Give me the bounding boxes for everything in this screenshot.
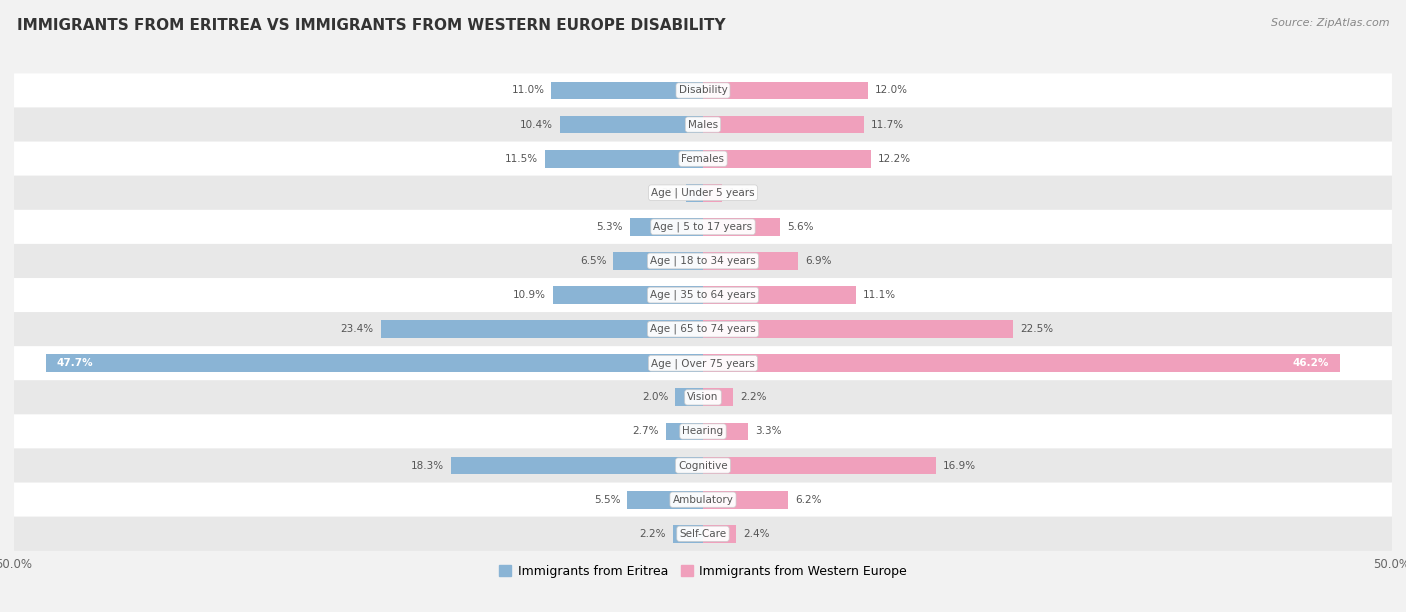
Bar <box>544 150 703 168</box>
Text: 12.0%: 12.0% <box>875 86 908 95</box>
Bar <box>703 252 799 270</box>
Bar <box>703 116 865 133</box>
Legend: Immigrants from Eritrea, Immigrants from Western Europe: Immigrants from Eritrea, Immigrants from… <box>494 560 912 583</box>
Text: 11.1%: 11.1% <box>863 290 896 300</box>
Text: 12.2%: 12.2% <box>877 154 911 163</box>
FancyBboxPatch shape <box>14 176 1392 210</box>
Text: 5.3%: 5.3% <box>596 222 623 232</box>
Bar <box>703 354 1340 372</box>
Bar <box>686 184 703 201</box>
Bar <box>613 252 703 270</box>
Bar <box>675 389 703 406</box>
Bar <box>703 218 780 236</box>
Text: 6.5%: 6.5% <box>581 256 606 266</box>
Bar <box>672 525 703 543</box>
Bar <box>703 81 869 99</box>
Text: 22.5%: 22.5% <box>1019 324 1053 334</box>
Bar <box>627 491 703 509</box>
Bar <box>553 286 703 304</box>
Text: 11.5%: 11.5% <box>505 154 537 163</box>
Bar <box>703 286 856 304</box>
Text: 46.2%: 46.2% <box>1292 358 1329 368</box>
Bar <box>703 491 789 509</box>
Text: Ambulatory: Ambulatory <box>672 494 734 505</box>
Text: 6.9%: 6.9% <box>806 256 831 266</box>
Bar <box>551 81 703 99</box>
Text: Males: Males <box>688 119 718 130</box>
Text: 23.4%: 23.4% <box>340 324 374 334</box>
Text: 2.0%: 2.0% <box>643 392 669 402</box>
FancyBboxPatch shape <box>14 108 1392 141</box>
Text: Age | Under 5 years: Age | Under 5 years <box>651 187 755 198</box>
Text: Disability: Disability <box>679 86 727 95</box>
FancyBboxPatch shape <box>14 278 1392 312</box>
Text: Vision: Vision <box>688 392 718 402</box>
FancyBboxPatch shape <box>14 449 1392 483</box>
Text: Source: ZipAtlas.com: Source: ZipAtlas.com <box>1271 18 1389 28</box>
Bar <box>703 320 1012 338</box>
Bar <box>630 218 703 236</box>
FancyBboxPatch shape <box>14 73 1392 108</box>
FancyBboxPatch shape <box>14 380 1392 414</box>
Bar <box>703 457 936 474</box>
Text: 16.9%: 16.9% <box>943 461 976 471</box>
Text: Self-Care: Self-Care <box>679 529 727 539</box>
FancyBboxPatch shape <box>14 346 1392 380</box>
Text: Cognitive: Cognitive <box>678 461 728 471</box>
Text: 2.2%: 2.2% <box>740 392 766 402</box>
Text: 18.3%: 18.3% <box>411 461 444 471</box>
FancyBboxPatch shape <box>14 210 1392 244</box>
Text: 5.6%: 5.6% <box>787 222 814 232</box>
Bar <box>703 150 872 168</box>
Text: IMMIGRANTS FROM ERITREA VS IMMIGRANTS FROM WESTERN EUROPE DISABILITY: IMMIGRANTS FROM ERITREA VS IMMIGRANTS FR… <box>17 18 725 34</box>
Text: Hearing: Hearing <box>682 427 724 436</box>
Text: 6.2%: 6.2% <box>796 494 823 505</box>
Bar <box>703 423 748 440</box>
FancyBboxPatch shape <box>14 312 1392 346</box>
Bar <box>560 116 703 133</box>
FancyBboxPatch shape <box>14 141 1392 176</box>
Text: Age | 18 to 34 years: Age | 18 to 34 years <box>650 256 756 266</box>
FancyBboxPatch shape <box>14 244 1392 278</box>
Text: Age | 5 to 17 years: Age | 5 to 17 years <box>654 222 752 232</box>
Text: 5.5%: 5.5% <box>593 494 620 505</box>
Text: 1.2%: 1.2% <box>652 188 679 198</box>
Bar <box>46 354 703 372</box>
Text: 1.4%: 1.4% <box>730 188 755 198</box>
Text: 2.2%: 2.2% <box>640 529 666 539</box>
Bar <box>666 423 703 440</box>
Text: Age | 65 to 74 years: Age | 65 to 74 years <box>650 324 756 334</box>
FancyBboxPatch shape <box>14 517 1392 551</box>
Bar <box>703 525 737 543</box>
Text: 10.4%: 10.4% <box>520 119 553 130</box>
Text: 10.9%: 10.9% <box>513 290 546 300</box>
Text: 3.3%: 3.3% <box>755 427 782 436</box>
FancyBboxPatch shape <box>14 414 1392 449</box>
Text: 11.7%: 11.7% <box>872 119 904 130</box>
Text: 2.7%: 2.7% <box>633 427 659 436</box>
Text: Age | Over 75 years: Age | Over 75 years <box>651 358 755 368</box>
Text: Age | 35 to 64 years: Age | 35 to 64 years <box>650 290 756 300</box>
Text: Females: Females <box>682 154 724 163</box>
Bar <box>381 320 703 338</box>
Bar <box>703 389 734 406</box>
Bar <box>703 184 723 201</box>
Text: 11.0%: 11.0% <box>512 86 544 95</box>
Text: 2.4%: 2.4% <box>742 529 769 539</box>
FancyBboxPatch shape <box>14 483 1392 517</box>
Text: 47.7%: 47.7% <box>56 358 93 368</box>
Bar <box>451 457 703 474</box>
